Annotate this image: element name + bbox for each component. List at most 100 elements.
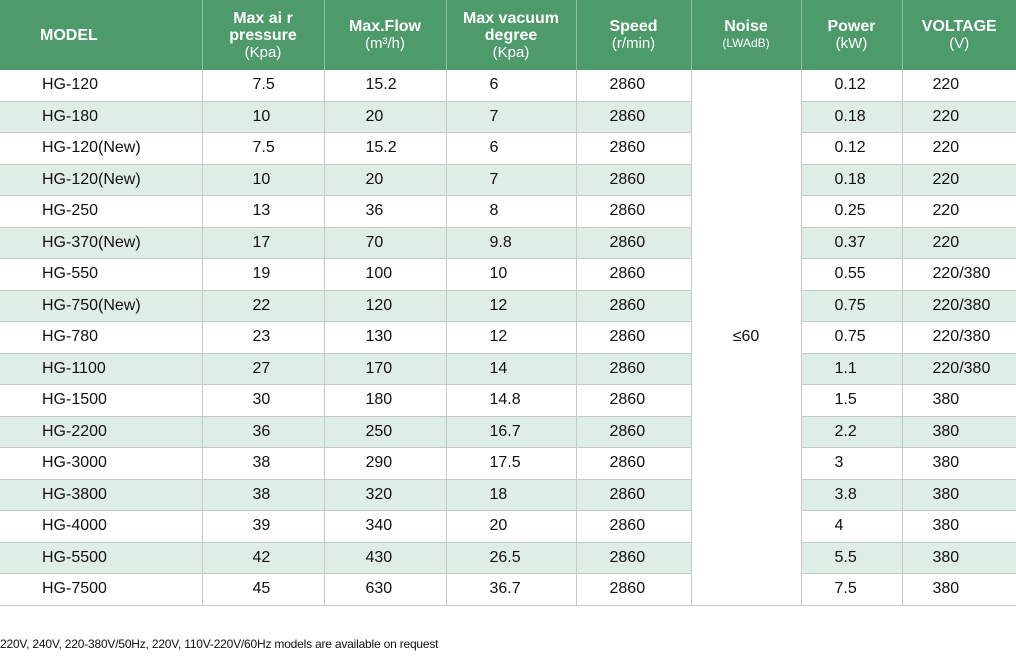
cell-voltage: 220: [902, 227, 1016, 259]
table-row: HG-370(New) 17 70 9.8 2860 0.37 220: [0, 227, 1016, 259]
cell-model: HG-180: [0, 101, 203, 133]
cell-model: HG-780: [0, 321, 203, 354]
cell-voltage: 220: [902, 132, 1016, 165]
cell-vacuum: 7: [446, 164, 577, 196]
table-row: HG-5500 42 430 26.5 2860 5.5 380: [0, 542, 1016, 574]
table-row: HG-180 10 20 7 2860 0.18 220: [0, 101, 1016, 133]
cell-vacuum: 6: [446, 70, 577, 102]
cell-speed: 2860: [576, 258, 692, 291]
table-row: HG-1100 27 170 14 2860 1.1 220/380: [0, 353, 1016, 385]
cell-vacuum: 18: [446, 479, 577, 511]
cell-pressure: 45: [202, 573, 325, 606]
cell-speed: 2860: [576, 290, 692, 322]
cell-model: HG-120(New): [0, 164, 203, 196]
cell-noise: ≤60: [691, 70, 802, 606]
cell-power: 0.18: [801, 101, 903, 133]
cell-speed: 2860: [576, 195, 692, 228]
header-voltage-label: VOLTAGE: [921, 18, 997, 35]
cell-speed: 2860: [576, 321, 692, 354]
cell-pressure: 30: [202, 384, 325, 417]
header-speed-label: Speed: [609, 18, 658, 35]
cell-power: 2.2: [801, 416, 903, 448]
header-pressure-unit: (Kpa): [244, 43, 282, 61]
cell-model: HG-750(New): [0, 290, 203, 322]
cell-power: 0.18: [801, 164, 903, 196]
cell-speed: 2860: [576, 101, 692, 133]
header-voltage: VOLTAGE (V): [902, 0, 1016, 70]
cell-vacuum: 7: [446, 101, 577, 133]
cell-voltage: 220: [902, 164, 1016, 196]
cell-pressure: 13: [202, 195, 325, 228]
cell-power: 0.37: [801, 227, 903, 259]
cell-model: HG-550: [0, 258, 203, 291]
header-flow: Max.Flow (m³/h): [324, 0, 447, 70]
cell-voltage: 380: [902, 542, 1016, 574]
cell-model: HG-4000: [0, 510, 203, 543]
table-header: MODEL Max ai r pressure (Kpa) Max.Flow (m³…: [0, 0, 1016, 70]
header-model-label: MODEL: [40, 26, 98, 44]
cell-pressure: 10: [202, 164, 325, 196]
header-vacuum: Max vacuum degree (Kpa): [446, 0, 577, 70]
header-power: Power (kW): [801, 0, 903, 70]
header-speed-unit: (r/min): [611, 35, 656, 52]
cell-vacuum: 12: [446, 321, 577, 354]
table-row: HG-780 23 130 12 2860 0.75 220/380: [0, 321, 1016, 354]
cell-power: 0.55: [801, 258, 903, 291]
cell-voltage: 380: [902, 510, 1016, 543]
cell-vacuum: 14: [446, 353, 577, 385]
footnote: 220V, 240V, 220-380V/50Hz, 220V, 110V-22…: [0, 637, 439, 651]
cell-power: 4: [801, 510, 903, 543]
header-flow-unit: (m³/h): [365, 35, 405, 52]
cell-speed: 2860: [576, 164, 692, 196]
cell-power: 1.1: [801, 353, 903, 385]
cell-voltage: 380: [902, 479, 1016, 511]
header-model: MODEL: [0, 0, 203, 70]
cell-power: 1.5: [801, 384, 903, 417]
cell-power: 0.12: [801, 70, 903, 102]
cell-flow: 20: [324, 101, 447, 133]
cell-flow: 100: [324, 258, 447, 291]
cell-flow: 70: [324, 227, 447, 259]
table-row: HG-4000 39 340 20 2860 4 380: [0, 510, 1016, 543]
header-flow-label: Max.Flow: [348, 18, 421, 35]
cell-voltage: 220/380: [902, 258, 1016, 291]
cell-power: 0.75: [801, 321, 903, 354]
header-row: MODEL Max ai r pressure (Kpa) Max.Flow (m³…: [0, 0, 1016, 70]
cell-power: 3: [801, 447, 903, 480]
cell-flow: 180: [324, 384, 447, 417]
cell-pressure: 42: [202, 542, 325, 574]
spec-table: MODEL Max ai r pressure (Kpa) Max.Flow (m³…: [0, 0, 1016, 606]
cell-flow: 290: [324, 447, 447, 480]
cell-voltage: 380: [902, 416, 1016, 448]
table-row: HG-120(New) 7.5 15.2 6 2860 0.12 220: [0, 132, 1016, 165]
cell-pressure: 19: [202, 258, 325, 291]
cell-flow: 15.2: [324, 70, 447, 102]
cell-speed: 2860: [576, 416, 692, 448]
table-row: HG-7500 45 630 36.7 2860 7.5 380: [0, 573, 1016, 606]
cell-flow: 36: [324, 195, 447, 228]
cell-speed: 2860: [576, 479, 692, 511]
header-noise-label: Noise: [724, 18, 768, 35]
cell-pressure: 36: [202, 416, 325, 448]
cell-voltage: 220/380: [902, 321, 1016, 354]
cell-speed: 2860: [576, 542, 692, 574]
cell-pressure: 7.5: [202, 70, 325, 102]
header-pressure-label: Max ai r pressure: [229, 9, 297, 44]
cell-flow: 130: [324, 321, 447, 354]
table-row: HG-550 19 100 10 2860 0.55 220/380: [0, 258, 1016, 291]
cell-voltage: 380: [902, 384, 1016, 417]
cell-voltage: 220: [902, 101, 1016, 133]
header-voltage-unit: (V): [949, 35, 970, 52]
cell-model: HG-3000: [0, 447, 203, 480]
cell-pressure: 38: [202, 447, 325, 480]
table-row: HG-3000 38 290 17.5 2860 3 380: [0, 447, 1016, 480]
header-power-label: Power: [827, 18, 876, 35]
cell-model: HG-250: [0, 195, 203, 228]
cell-flow: 120: [324, 290, 447, 322]
cell-model: HG-1100: [0, 353, 203, 385]
cell-speed: 2860: [576, 510, 692, 543]
cell-flow: 320: [324, 479, 447, 511]
cell-model: HG-7500: [0, 573, 203, 606]
cell-vacuum: 9.8: [446, 227, 577, 259]
cell-power: 3.8: [801, 479, 903, 511]
